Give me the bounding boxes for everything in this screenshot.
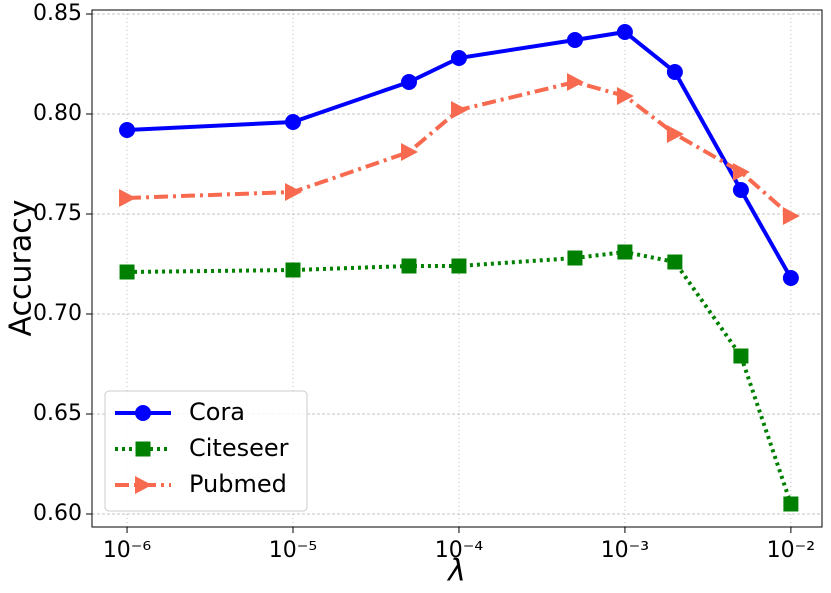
point [400,74,417,90]
x-tick-label: 10⁻⁴ [435,538,484,563]
point [567,250,583,266]
point [450,101,468,119]
legend-marker [135,476,152,494]
point [119,122,136,138]
point [782,207,800,225]
y-tick-label: 0.60 [33,501,82,526]
point [401,258,417,274]
point [284,183,302,201]
legend-marker [135,441,151,457]
point [782,270,799,286]
series [119,244,799,512]
legend-marker [135,405,151,421]
point [783,496,799,512]
point [666,64,683,80]
legend-entry: Pubmed [115,470,287,498]
x-tick-label: 10⁻³ [601,538,649,563]
y-tick-label: 0.85 [33,1,82,26]
x-tick-label: 10⁻⁵ [269,538,317,563]
point [666,125,684,143]
legend-label: Citeseer [189,434,289,462]
point [732,182,749,198]
legend-frame [104,390,308,512]
y-tick-label: 0.75 [33,201,82,226]
point [450,50,467,66]
point [566,73,584,91]
legend-entry: Citeseer [115,434,289,462]
point [451,258,467,274]
point [733,348,749,364]
point [617,244,633,260]
y-tick-label: 0.70 [33,301,82,326]
legend-entry: Cora [115,398,245,426]
point [284,114,301,130]
legend-label: Cora [189,398,245,426]
point [400,143,418,161]
series [119,24,799,286]
x-axis-label: λ [446,554,466,589]
plot-frame [91,9,823,528]
point [616,87,634,105]
point [566,32,583,48]
legend-label: Pubmed [189,470,287,498]
point [667,254,683,270]
x-tick-label: 10⁻² [767,538,815,563]
point [119,189,137,207]
y-tick-label: 0.80 [33,101,82,126]
series [119,73,800,225]
x-tick-label: 10⁻⁶ [103,538,152,563]
point [732,163,750,181]
point [119,264,135,280]
y-axis-label: Accuracy [4,200,39,337]
point [616,24,633,40]
point [285,262,301,278]
y-tick-label: 0.65 [33,401,82,426]
